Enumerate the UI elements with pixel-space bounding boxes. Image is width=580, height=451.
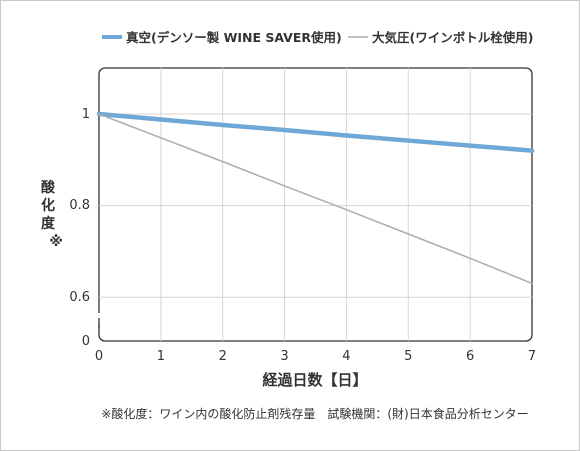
x-tick-label-3: 3 [280, 349, 288, 364]
series-line-atmospheric [98, 113, 533, 285]
footnote: ※酸化度：ワイン内の酸化防止剤残存量 試験機関：(財)日本食品分析センター [101, 406, 528, 421]
y-tick-label-0: 0 [82, 334, 90, 349]
x-tick-label-6: 6 [466, 349, 474, 364]
x-axis-label: 経過日数【日】 [262, 371, 367, 389]
legend-label-vacuum: 真空(デンソー製 WINE SAVER使用) [126, 30, 342, 45]
y-axis-label: 酸化度※ [41, 179, 63, 250]
grid [99, 68, 532, 341]
x-tick-label-0: 0 [95, 349, 103, 364]
y-tick-label-1: 1 [82, 107, 90, 122]
legend: 真空(デンソー製 WINE SAVER使用) 大気圧(ワインボトル栓使用) [102, 30, 533, 45]
series-line-vacuum [96, 111, 535, 153]
y-tick-label-0.6: 0.6 [69, 290, 90, 305]
x-tick-label-7: 7 [528, 349, 536, 364]
x-tick-label-1: 1 [157, 349, 165, 364]
x-tick-label-5: 5 [404, 349, 412, 364]
x-tick-label-2: 2 [219, 349, 227, 364]
y-tick-label-0.8: 0.8 [69, 198, 90, 213]
x-tick-labels: 0 1 2 3 4 5 6 7 [95, 349, 536, 364]
series-group [96, 111, 535, 285]
legend-label-atmospheric: 大気圧(ワインボトル栓使用) [372, 30, 533, 45]
x-tick-label-4: 4 [342, 349, 350, 364]
plot-area [98, 67, 533, 342]
